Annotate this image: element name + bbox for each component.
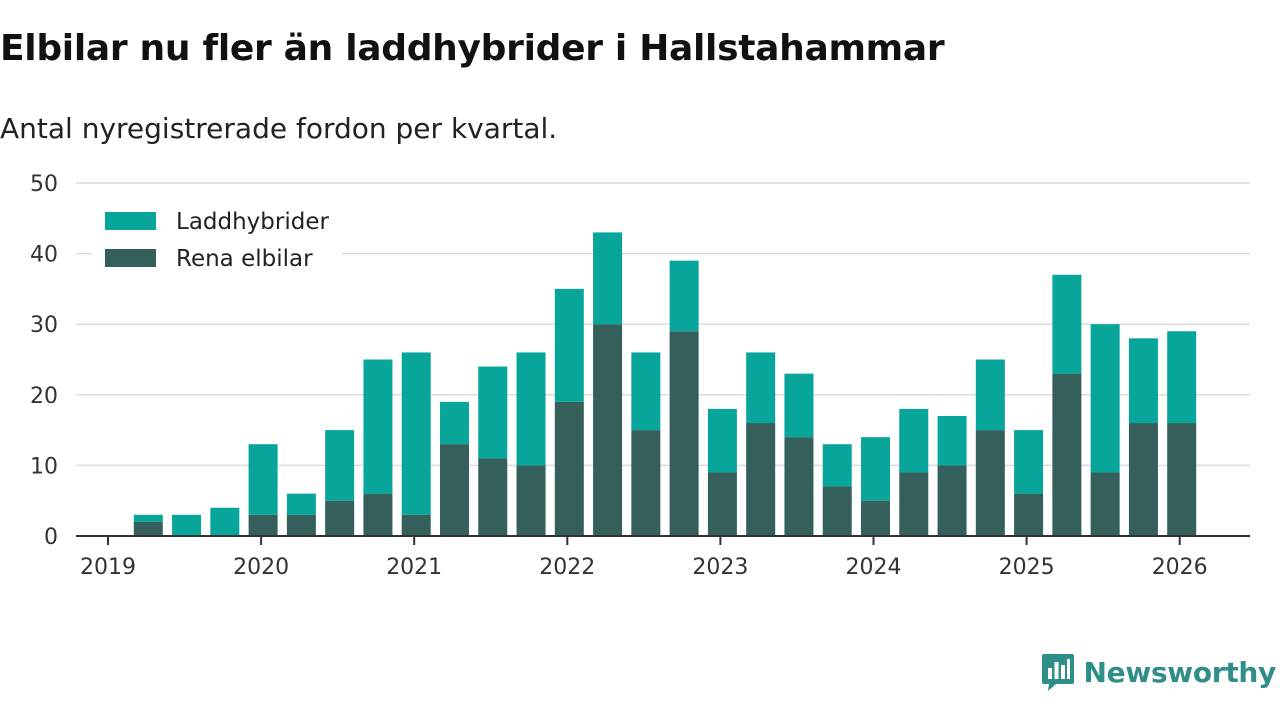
bar-laddhybrider <box>631 352 661 431</box>
bar-rena-elbilar <box>669 331 699 536</box>
bar-rena-elbilar <box>937 465 967 536</box>
bar-laddhybrider <box>210 507 240 536</box>
y-tick-label: 20 <box>30 384 58 409</box>
x-tick-label: 2024 <box>846 555 902 580</box>
bar-rena-elbilar <box>1090 472 1120 536</box>
chart-title: Elbilar nu fler än laddhybrider i Hallst… <box>0 28 945 69</box>
bar-laddhybrider <box>1167 331 1197 424</box>
bar-laddhybrider <box>516 352 546 466</box>
bar-laddhybrider <box>363 359 393 494</box>
y-tick-label: 30 <box>30 313 58 338</box>
bar-rena-elbilar <box>516 465 546 536</box>
bar-rena-elbilar <box>822 486 852 536</box>
bar-laddhybrider <box>1014 430 1044 494</box>
bar-laddhybrider <box>133 514 163 522</box>
bar-rena-elbilar <box>248 514 278 536</box>
bar-laddhybrider <box>746 352 776 424</box>
bar-laddhybrider <box>401 352 431 515</box>
bar-rena-elbilar <box>899 472 929 536</box>
bar-laddhybrider <box>593 232 623 325</box>
bar-laddhybrider <box>784 373 814 438</box>
y-tick-label: 0 <box>44 525 58 550</box>
x-tick-label: 2022 <box>539 555 595 580</box>
bar-laddhybrider <box>1128 338 1158 424</box>
bar-laddhybrider <box>899 408 929 473</box>
bar-rena-elbilar <box>478 458 508 536</box>
y-tick-label: 10 <box>30 454 58 479</box>
newsworthy-logo-icon <box>1041 654 1074 691</box>
bar-rena-elbilar <box>746 423 776 536</box>
bar-rena-elbilar <box>363 493 393 536</box>
bar-laddhybrider <box>478 366 508 459</box>
bar-rena-elbilar <box>784 437 814 536</box>
legend-label: Laddhybrider <box>176 209 329 235</box>
bar-laddhybrider <box>822 444 852 487</box>
bar-rena-elbilar <box>1014 493 1044 536</box>
bar-laddhybrider <box>937 415 967 466</box>
legend-label: Rena elbilar <box>176 246 313 272</box>
bar-rena-elbilar <box>861 500 890 536</box>
brand: Newsworthy <box>1040 652 1276 692</box>
y-tick-label: 50 <box>30 172 58 197</box>
chart-subtitle: Antal nyregistrerade fordon per kvartal. <box>0 112 558 145</box>
bar-laddhybrider <box>439 401 469 445</box>
x-tick-label: 2025 <box>999 555 1055 580</box>
bar-laddhybrider <box>172 514 202 536</box>
bar-laddhybrider <box>707 408 737 473</box>
x-tick-label: 2023 <box>692 555 748 580</box>
bar-laddhybrider <box>975 359 1005 431</box>
legend-swatch <box>105 212 156 230</box>
x-tick-label: 2019 <box>80 555 136 580</box>
bar-rena-elbilar <box>554 401 584 536</box>
bar-laddhybrider <box>861 437 890 501</box>
bar-rena-elbilar <box>286 514 316 536</box>
bar-rena-elbilar <box>593 324 623 536</box>
bar-laddhybrider <box>554 288 584 402</box>
bar-rena-elbilar <box>133 521 163 536</box>
x-tick-label: 2020 <box>233 555 289 580</box>
y-tick-label: 40 <box>30 243 58 268</box>
bar-rena-elbilar <box>1167 423 1197 536</box>
bar-laddhybrider <box>669 260 699 332</box>
bar-rena-elbilar <box>1052 373 1082 536</box>
bar-rena-elbilar <box>401 514 431 536</box>
brand-name: Newsworthy <box>1083 655 1277 689</box>
bar-rena-elbilar <box>325 500 355 536</box>
bar-rena-elbilar <box>707 472 737 536</box>
bar-rena-elbilar <box>975 430 1005 536</box>
bar-rena-elbilar <box>1128 423 1158 536</box>
bar-rena-elbilar <box>439 444 469 536</box>
bar-laddhybrider <box>1052 274 1082 374</box>
bar-laddhybrider <box>325 430 355 501</box>
bar-rena-elbilar <box>631 430 661 536</box>
bar-laddhybrider <box>248 444 278 515</box>
bar-laddhybrider <box>286 493 316 515</box>
stacked-bar-chart: 0 10 20 30 40 50 2019 2020 2021 2022 2023 2024 2025 2… <box>30 172 1250 580</box>
x-tick-label: 2026 <box>1152 555 1208 580</box>
legend-swatch <box>105 249 156 267</box>
x-tick-label: 2021 <box>386 555 442 580</box>
bar-laddhybrider <box>1090 324 1120 473</box>
